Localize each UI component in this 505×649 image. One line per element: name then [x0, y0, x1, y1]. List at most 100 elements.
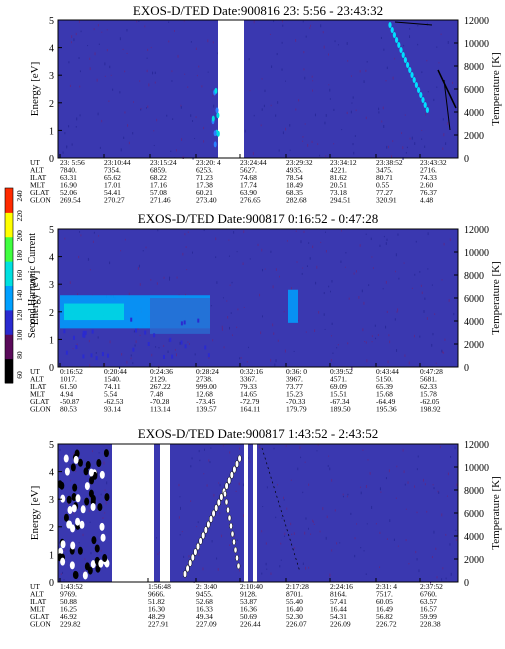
- noise-pixel: [421, 129, 423, 131]
- noise-pixel: [92, 240, 94, 243]
- noise-pixel: [203, 126, 205, 130]
- table-cell: 113.14: [150, 405, 171, 414]
- noise-pixel: [386, 66, 388, 70]
- noise-pixel: [445, 577, 447, 580]
- signal-blob: [72, 483, 78, 492]
- signal-blob: [230, 530, 235, 538]
- table-cell: 23:43:32: [420, 158, 447, 167]
- noise-pixel: [336, 347, 338, 349]
- signal-blob: [214, 87, 218, 94]
- y2-tick-label: 12000: [464, 440, 489, 451]
- noise-pixel: [80, 234, 82, 237]
- noise-pixel: [104, 75, 106, 77]
- noise-pixel: [427, 268, 429, 270]
- noise-pixel: [402, 146, 404, 150]
- noise-pixel: [130, 357, 132, 360]
- data-gap: [253, 444, 257, 582]
- noise-pixel: [453, 312, 455, 316]
- noise-pixel: [351, 366, 353, 370]
- signal-blob: [83, 333, 86, 338]
- noise-pixel: [307, 143, 309, 147]
- noise-pixel: [133, 101, 135, 103]
- noise-pixel: [317, 143, 319, 145]
- noise-pixel: [119, 37, 121, 41]
- noise-pixel: [68, 125, 70, 128]
- signal-blob: [207, 353, 210, 358]
- noise-pixel: [80, 30, 82, 33]
- noise-pixel: [272, 323, 274, 327]
- noise-pixel: [273, 20, 275, 23]
- noise-pixel: [69, 281, 71, 285]
- noise-pixel: [281, 41, 283, 44]
- noise-pixel: [104, 566, 106, 569]
- colorbar-tick-label: 100: [15, 329, 24, 341]
- table-cell: 0:16:52: [60, 367, 83, 376]
- noise-pixel: [213, 104, 215, 108]
- table-cell: 46.92: [60, 612, 77, 621]
- noise-pixel: [275, 516, 277, 519]
- noise-pixel: [222, 297, 224, 299]
- noise-pixel: [244, 129, 246, 133]
- noise-pixel: [168, 21, 170, 23]
- table-cell: 49.34: [196, 612, 213, 621]
- noise-pixel: [302, 491, 304, 494]
- row-label: ALT: [30, 375, 44, 384]
- noise-pixel: [346, 42, 348, 45]
- noise-pixel: [277, 101, 279, 104]
- signal-blob: [60, 540, 66, 549]
- signal-blob: [73, 455, 79, 464]
- signal-blob: [66, 520, 72, 529]
- noise-pixel: [261, 268, 263, 272]
- table-cell: 0:24:36: [150, 367, 173, 376]
- signal-blob: [163, 354, 166, 359]
- noise-pixel: [261, 572, 263, 575]
- noise-pixel: [381, 120, 383, 123]
- orbit-table: UT 1:43:52 1:56:48 2: 3:40 2:10:40 2:17:28 2:2…: [30, 582, 443, 629]
- noise-pixel: [289, 149, 291, 151]
- noise-pixel: [75, 126, 77, 128]
- table-cell: 63.57: [420, 597, 437, 606]
- table-cell: 17.01: [104, 181, 121, 190]
- signal-blob: [70, 463, 76, 472]
- noise-pixel: [413, 334, 415, 338]
- noise-pixel: [370, 237, 372, 241]
- noise-pixel: [198, 449, 200, 453]
- table-cell: 56.82: [376, 612, 393, 621]
- noise-pixel: [403, 262, 405, 264]
- signal-blob: [71, 493, 77, 502]
- noise-pixel: [68, 61, 70, 64]
- noise-pixel: [132, 132, 134, 135]
- noise-pixel: [106, 29, 108, 31]
- y-tick-label: 4: [49, 253, 54, 264]
- table-cell: -62.53: [104, 397, 124, 406]
- y2-tick-label: 10000: [464, 248, 489, 259]
- noise-pixel: [334, 40, 336, 43]
- signal-blob: [97, 503, 103, 512]
- noise-pixel: [201, 85, 203, 88]
- noise-pixel: [275, 359, 277, 363]
- table-cell: 228.38: [420, 620, 441, 629]
- noise-pixel: [266, 486, 268, 489]
- noise-pixel: [312, 89, 314, 92]
- noise-pixel: [109, 340, 111, 344]
- noise-pixel: [405, 152, 407, 154]
- noise-pixel: [438, 62, 440, 64]
- table-cell: 20.51: [330, 181, 347, 190]
- noise-pixel: [293, 547, 295, 549]
- noise-pixel: [274, 363, 276, 367]
- signal-blob: [182, 570, 188, 578]
- noise-pixel: [62, 571, 64, 574]
- noise-pixel: [219, 483, 221, 487]
- table-cell: 2738.: [196, 375, 213, 384]
- noise-pixel: [207, 71, 209, 73]
- noise-pixel: [328, 285, 330, 288]
- noise-pixel: [354, 554, 356, 558]
- noise-pixel: [210, 305, 212, 307]
- table-cell: 6859.: [150, 166, 167, 175]
- table-cell: 23:15:24: [150, 158, 177, 167]
- noise-pixel: [362, 328, 364, 332]
- noise-pixel: [277, 339, 279, 342]
- noise-pixel: [69, 464, 71, 467]
- noise-pixel: [207, 39, 209, 43]
- noise-pixel: [221, 534, 223, 538]
